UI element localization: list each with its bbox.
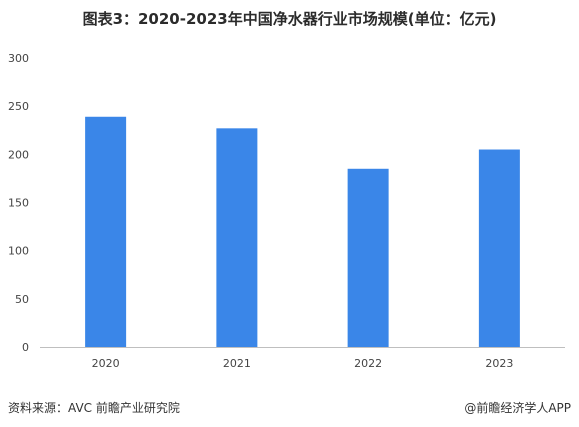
credit-note: @前瞻经济学人APP — [464, 401, 571, 415]
y-tick-label-200: 200 — [8, 148, 29, 161]
x-tick-label-2021: 2021 — [223, 357, 251, 370]
bar-2021 — [216, 128, 258, 347]
y-tick-label-100: 100 — [8, 245, 29, 258]
bar-2020 — [85, 116, 127, 347]
bars-group — [85, 116, 520, 347]
y-tick-labels: 0 50 100 150 200 250 300 — [8, 52, 29, 354]
x-tick-label-2023: 2023 — [485, 357, 513, 370]
x-tick-label-2020: 2020 — [92, 357, 120, 370]
x-tick-label-2022: 2022 — [354, 357, 382, 370]
bar-2023 — [478, 149, 520, 347]
y-tick-label-250: 250 — [8, 100, 29, 113]
chart-title: 图表3：2020-2023年中国净水器行业市场规模(单位：亿元) — [82, 10, 497, 28]
y-tick-label-150: 150 — [8, 197, 29, 210]
bar-2022 — [347, 168, 389, 347]
y-tick-label-0: 0 — [22, 341, 29, 354]
y-tick-label-300: 300 — [8, 52, 29, 65]
x-tick-labels: 2020 2021 2022 2023 — [92, 357, 514, 370]
source-note: 资料来源：AVC 前瞻产业研究院 — [8, 401, 180, 415]
y-tick-label-50: 50 — [15, 293, 29, 306]
